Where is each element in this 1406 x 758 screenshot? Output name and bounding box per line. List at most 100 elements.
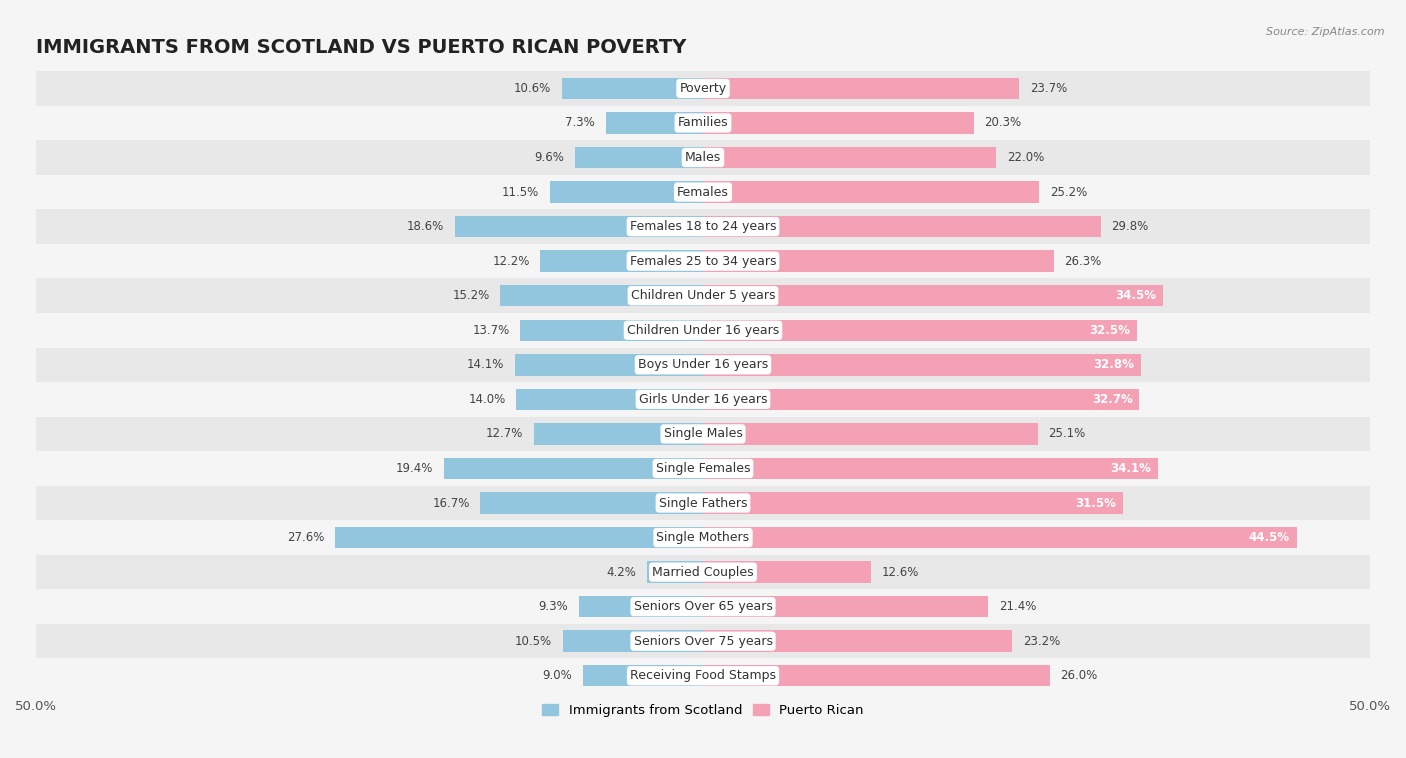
Bar [703, 527, 1296, 548]
Bar [703, 112, 974, 133]
Text: 12.7%: 12.7% [485, 428, 523, 440]
Bar [481, 492, 703, 514]
Text: 34.1%: 34.1% [1111, 462, 1152, 475]
Bar [456, 216, 703, 237]
Text: Females 25 to 34 years: Females 25 to 34 years [630, 255, 776, 268]
Text: 26.3%: 26.3% [1064, 255, 1102, 268]
Text: 12.2%: 12.2% [492, 255, 530, 268]
Bar [10, 555, 1396, 590]
Text: Single Mothers: Single Mothers [657, 531, 749, 544]
Text: 10.6%: 10.6% [513, 82, 551, 95]
Text: IMMIGRANTS FROM SCOTLAND VS PUERTO RICAN POVERTY: IMMIGRANTS FROM SCOTLAND VS PUERTO RICAN… [37, 38, 686, 57]
Bar [703, 423, 1038, 445]
Bar [703, 250, 1054, 272]
Text: Children Under 16 years: Children Under 16 years [627, 324, 779, 337]
Text: Boys Under 16 years: Boys Under 16 years [638, 359, 768, 371]
Bar [10, 347, 1396, 382]
Bar [10, 486, 1396, 520]
Bar [10, 278, 1396, 313]
Bar [562, 631, 703, 652]
Bar [444, 458, 703, 479]
Bar [10, 451, 1396, 486]
Bar [703, 216, 1101, 237]
Text: 9.6%: 9.6% [534, 151, 564, 164]
Text: 10.5%: 10.5% [515, 634, 553, 647]
Bar [550, 181, 703, 203]
Text: 11.5%: 11.5% [502, 186, 538, 199]
Text: 22.0%: 22.0% [1007, 151, 1045, 164]
Bar [703, 458, 1159, 479]
Text: Receiving Food Stamps: Receiving Food Stamps [630, 669, 776, 682]
Text: 18.6%: 18.6% [406, 220, 444, 233]
Bar [703, 596, 988, 617]
Bar [10, 244, 1396, 278]
Bar [703, 320, 1136, 341]
Text: 21.4%: 21.4% [1000, 600, 1036, 613]
Bar [575, 147, 703, 168]
Bar [501, 285, 703, 306]
Text: Females: Females [678, 186, 728, 199]
Text: 32.8%: 32.8% [1092, 359, 1133, 371]
Text: 12.6%: 12.6% [882, 565, 920, 578]
Bar [10, 590, 1396, 624]
Bar [583, 665, 703, 687]
Text: Families: Families [678, 117, 728, 130]
Text: Males: Males [685, 151, 721, 164]
Text: 23.7%: 23.7% [1029, 82, 1067, 95]
Bar [703, 389, 1139, 410]
Text: 32.5%: 32.5% [1090, 324, 1130, 337]
Bar [703, 147, 997, 168]
Text: 16.7%: 16.7% [432, 496, 470, 509]
Text: 44.5%: 44.5% [1249, 531, 1289, 544]
Bar [606, 112, 703, 133]
Bar [703, 78, 1019, 99]
Bar [10, 209, 1396, 244]
Bar [10, 520, 1396, 555]
Text: 26.0%: 26.0% [1060, 669, 1098, 682]
Bar [516, 389, 703, 410]
Bar [534, 423, 703, 445]
Bar [703, 285, 1163, 306]
Text: 7.3%: 7.3% [565, 117, 595, 130]
Legend: Immigrants from Scotland, Puerto Rican: Immigrants from Scotland, Puerto Rican [537, 699, 869, 722]
Text: Single Females: Single Females [655, 462, 751, 475]
Bar [647, 562, 703, 583]
Text: 20.3%: 20.3% [984, 117, 1022, 130]
Text: 29.8%: 29.8% [1111, 220, 1149, 233]
Text: Source: ZipAtlas.com: Source: ZipAtlas.com [1267, 27, 1385, 36]
Bar [335, 527, 703, 548]
Text: 25.1%: 25.1% [1049, 428, 1085, 440]
Text: Seniors Over 65 years: Seniors Over 65 years [634, 600, 772, 613]
Text: 13.7%: 13.7% [472, 324, 509, 337]
Text: 23.2%: 23.2% [1024, 634, 1060, 647]
Bar [10, 140, 1396, 175]
Text: 34.5%: 34.5% [1115, 290, 1157, 302]
Bar [10, 71, 1396, 105]
Bar [10, 417, 1396, 451]
Bar [561, 78, 703, 99]
Text: Poverty: Poverty [679, 82, 727, 95]
Text: Seniors Over 75 years: Seniors Over 75 years [634, 634, 772, 647]
Text: 27.6%: 27.6% [287, 531, 325, 544]
Bar [520, 320, 703, 341]
Text: 9.0%: 9.0% [543, 669, 572, 682]
Text: 25.2%: 25.2% [1050, 186, 1087, 199]
Bar [579, 596, 703, 617]
Text: 14.1%: 14.1% [467, 359, 505, 371]
Text: 4.2%: 4.2% [606, 565, 637, 578]
Bar [703, 665, 1050, 687]
Bar [10, 105, 1396, 140]
Text: 14.0%: 14.0% [468, 393, 506, 406]
Text: 9.3%: 9.3% [538, 600, 568, 613]
Bar [515, 354, 703, 375]
Text: 15.2%: 15.2% [453, 290, 489, 302]
Bar [10, 624, 1396, 659]
Text: 19.4%: 19.4% [396, 462, 433, 475]
Bar [10, 382, 1396, 417]
Text: Married Couples: Married Couples [652, 565, 754, 578]
Bar [703, 354, 1140, 375]
Bar [703, 181, 1039, 203]
Bar [703, 631, 1012, 652]
Bar [703, 492, 1123, 514]
Bar [703, 562, 872, 583]
